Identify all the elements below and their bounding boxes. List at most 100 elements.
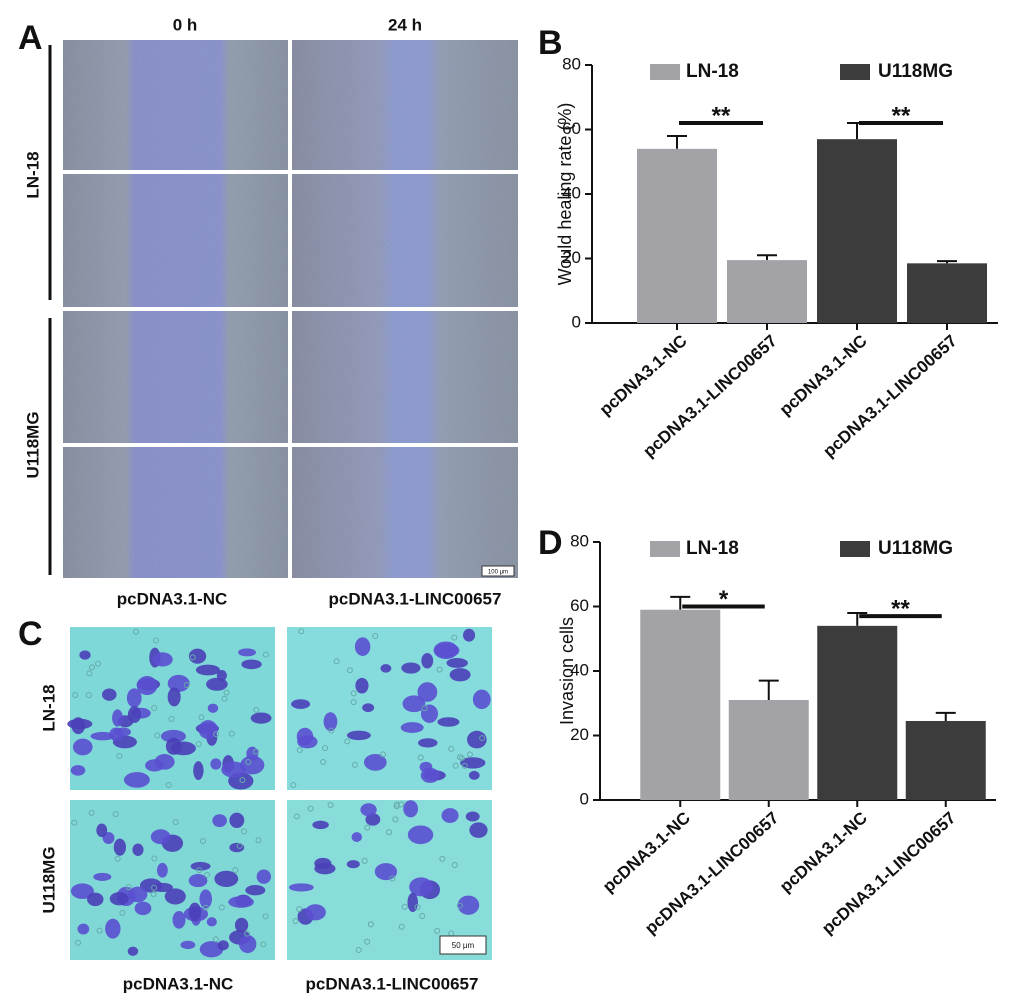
bar	[905, 720, 986, 800]
cell	[128, 886, 148, 903]
cell	[466, 730, 487, 749]
pore	[86, 670, 93, 677]
pore	[417, 754, 424, 761]
image	[63, 40, 288, 170]
y-tick-label: 60	[562, 119, 581, 138]
legend-swatch	[650, 541, 680, 557]
y-tick-label: 0	[580, 789, 589, 808]
legend-swatch	[650, 64, 680, 80]
pore	[386, 829, 393, 836]
x-tick-label: pcDNA3.1-NC	[776, 331, 871, 419]
cell	[90, 731, 115, 741]
y-tick-label: 80	[562, 54, 581, 73]
legend-label: U118MG	[878, 61, 953, 82]
cell	[241, 659, 262, 670]
cell	[167, 687, 181, 707]
cell	[87, 892, 104, 907]
scale-bar-label: 100 μm	[488, 570, 508, 576]
cell	[132, 843, 144, 856]
cell	[457, 895, 480, 915]
panel-letter: A	[18, 19, 43, 57]
scale-bar	[481, 565, 515, 577]
cell	[417, 738, 438, 748]
cell	[250, 712, 272, 724]
pore	[253, 706, 260, 713]
pore	[125, 884, 132, 891]
pore	[165, 782, 172, 789]
cell	[79, 650, 91, 660]
pore	[327, 801, 334, 808]
cell	[127, 706, 142, 723]
cell	[188, 648, 207, 664]
pore	[228, 730, 235, 737]
y-axis-label: Invasion cells	[557, 617, 577, 725]
cell	[417, 682, 438, 702]
cell	[238, 935, 257, 954]
pore	[350, 699, 357, 706]
cell	[437, 717, 460, 727]
cell	[228, 896, 254, 908]
pore	[151, 705, 158, 712]
cell	[93, 872, 112, 881]
pore	[71, 819, 78, 826]
cell	[109, 892, 129, 906]
scale-bar-label: 50 μm	[452, 941, 475, 950]
cell	[469, 822, 488, 838]
pore	[151, 884, 158, 891]
y-tick-label: 60	[570, 596, 589, 615]
pore	[466, 751, 473, 758]
cell	[145, 759, 164, 772]
pore	[262, 913, 269, 920]
pore	[96, 927, 103, 934]
pore	[379, 751, 386, 758]
pore	[202, 904, 209, 911]
cell	[434, 643, 460, 658]
cell	[206, 917, 217, 927]
pore	[262, 651, 269, 658]
pore	[364, 938, 371, 945]
pore	[296, 747, 303, 754]
pore	[245, 759, 252, 766]
pore	[439, 855, 446, 862]
cell	[420, 767, 440, 783]
cell	[446, 658, 468, 668]
significance-label: **	[892, 102, 911, 129]
cell	[210, 758, 222, 770]
pore	[461, 762, 468, 769]
pore	[351, 761, 358, 768]
cell	[229, 842, 245, 853]
cell	[109, 727, 124, 741]
cell	[165, 737, 182, 755]
pore	[196, 867, 203, 874]
cell	[152, 882, 173, 893]
cell	[312, 820, 329, 830]
cell	[256, 869, 272, 884]
pore	[204, 871, 211, 878]
cell	[217, 940, 229, 951]
cell	[362, 703, 375, 713]
pore	[189, 654, 196, 661]
pore	[436, 666, 443, 673]
cell	[245, 885, 266, 896]
pore	[244, 930, 251, 937]
pore	[172, 819, 179, 826]
cell	[365, 813, 381, 826]
cell	[152, 652, 173, 667]
charts: B Would healing rate (%) 0 20 40 60 80 pcDNA3.1…	[538, 24, 998, 938]
legend-label: LN-18	[686, 538, 739, 559]
cell	[421, 652, 434, 669]
pore	[292, 918, 299, 925]
pore	[434, 927, 441, 934]
cell	[351, 832, 363, 842]
cell	[188, 873, 208, 888]
cell	[127, 946, 139, 956]
legend-label: LN-18	[686, 61, 739, 82]
legend-label: U118MG	[878, 538, 953, 559]
cell	[409, 877, 433, 897]
cell	[363, 753, 387, 771]
cell	[136, 676, 158, 696]
cell	[113, 838, 126, 856]
wound-images	[63, 40, 518, 578]
cell	[195, 664, 220, 676]
